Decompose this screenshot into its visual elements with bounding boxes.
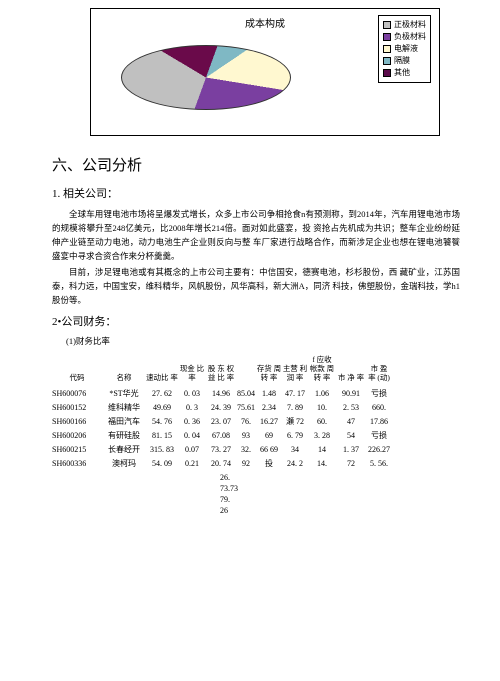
legend-label: 隔膜 — [394, 55, 410, 67]
legend-item: 隔膜 — [383, 55, 426, 67]
table-row: SH600336澳柯玛54. 090.2120. 7492投24. 214.72… — [52, 458, 460, 469]
legend-swatch — [383, 21, 391, 29]
table-row: SH600152维科精华49.690. 324. 3975.612.347. 8… — [52, 402, 460, 413]
legend-label: 其他 — [394, 67, 410, 79]
subsection-note: (1)财务比率 — [66, 335, 460, 347]
subsection-2-heading: 2•公司财务： — [52, 313, 460, 329]
overflow-value: 73.73 — [220, 483, 460, 494]
legend-label: 电解液 — [394, 43, 418, 55]
legend-item: 负极材料 — [383, 31, 426, 43]
col-code: 代码 — [52, 373, 102, 382]
legend-label: 负极材料 — [394, 31, 426, 43]
col-pe: 市 盈 率 (动) — [366, 364, 392, 382]
col-pb: 市 净 率 — [336, 373, 366, 382]
overflow-value: 26. — [220, 472, 460, 483]
overflow-value: 26 — [220, 505, 460, 516]
table-row: SH600206有研硅股81. 150. 0467.0893696. 793. … — [52, 430, 460, 441]
subsection-1-heading: 1. 相关公司： — [52, 185, 460, 201]
col-quick-ratio: 速动比 率 — [146, 373, 178, 382]
legend-label: 正极材料 — [394, 19, 426, 31]
pie-chart — [121, 45, 291, 123]
col-name: 名称 — [102, 373, 146, 382]
col-margin: 主营 利 润 率 — [282, 364, 308, 382]
legend-item: 正极材料 — [383, 19, 426, 31]
table-row: SH600215长春经开315. 830.0773. 2732.66 69341… — [52, 444, 460, 455]
col-ar: f 应收 帐款 周 转 率 — [308, 355, 336, 382]
col-cash-ratio: 现金 比 率 — [178, 364, 206, 382]
legend-swatch — [383, 33, 391, 41]
section-heading: 六、公司分析 — [52, 154, 460, 175]
table-header: 代码 名称 速动比 率 现金 比 率 股 东 权益 比 率 存货 周转 率 主营… — [52, 355, 460, 382]
legend-item: 其他 — [383, 67, 426, 79]
legend-swatch — [383, 57, 391, 65]
table-row: SH600166福田汽车54. 760. 3623. 0776.16.27瀬 7… — [52, 416, 460, 427]
chart-legend: 正极材料负极材料电解液隔膜其他 — [378, 15, 431, 83]
legend-swatch — [383, 45, 391, 53]
paragraph: 目前，涉足锂电池或有其概念的上市公司主要有：中信国安，德赛电池，杉杉股份，西 藏… — [52, 265, 460, 307]
legend-swatch — [383, 69, 391, 77]
legend-item: 电解液 — [383, 43, 426, 55]
financial-table: 代码 名称 速动比 率 现金 比 率 股 东 权益 比 率 存货 周转 率 主营… — [52, 355, 460, 516]
overflow-value: 79. — [220, 494, 460, 505]
col-equity-ratio: 股 东 权益 比 率 — [206, 364, 236, 382]
table-row: SH600076*ST华光27. 620. 0314.9685.041.4847… — [52, 388, 460, 399]
paragraph: 全球车用锂电池市场将呈爆发式增长，众多上市公司争相抢食n有预测称，到2014年，… — [52, 207, 460, 263]
col-inventory: 存货 周转 率 — [256, 364, 282, 382]
cost-chart: 成本构成 正极材料负极材料电解液隔膜其他 — [90, 8, 440, 136]
